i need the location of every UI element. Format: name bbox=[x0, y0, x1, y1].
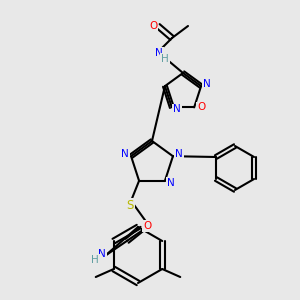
Text: N: N bbox=[98, 249, 106, 259]
Text: O: O bbox=[143, 221, 151, 231]
Text: N: N bbox=[155, 48, 163, 58]
Text: S: S bbox=[126, 199, 134, 212]
Text: N: N bbox=[173, 104, 181, 114]
Text: H: H bbox=[161, 54, 169, 64]
Text: H: H bbox=[91, 255, 99, 265]
Text: N: N bbox=[175, 149, 183, 159]
Text: O: O bbox=[149, 21, 157, 31]
Text: N: N bbox=[121, 149, 129, 159]
Text: O: O bbox=[197, 102, 205, 112]
Text: N: N bbox=[167, 178, 175, 188]
Text: N: N bbox=[203, 79, 211, 89]
